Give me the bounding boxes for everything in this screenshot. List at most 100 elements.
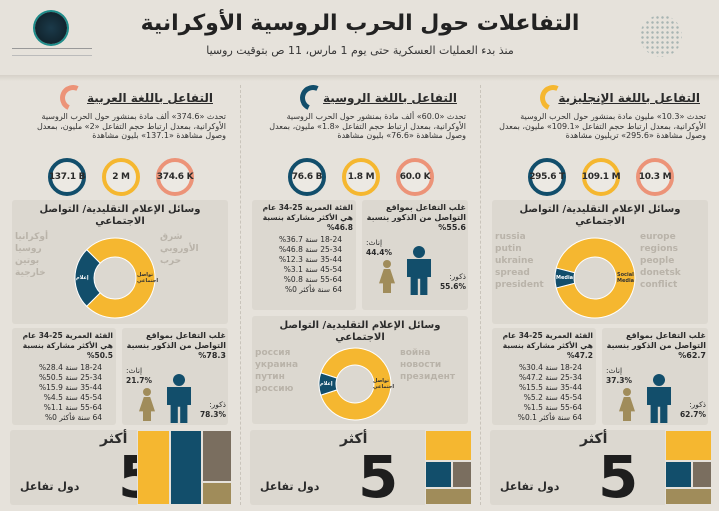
section-title: التفاعل باللغة العربية [87, 91, 213, 105]
treemap-country-block [452, 461, 472, 488]
age-panel [252, 200, 356, 310]
male-label: ذكور: [449, 272, 466, 281]
word-cloud-word: украина [255, 360, 299, 370]
treemap-country-block [665, 430, 712, 461]
donut-slice-media [74, 249, 101, 307]
header-divider [0, 75, 719, 81]
treemap-country-block [665, 461, 692, 488]
stat-circle: 137.1 B [48, 158, 86, 196]
section-summary: تحدث «60.0» ألف مادة بمنشور حول الحرب ال… [269, 112, 466, 140]
age-row: 25-34 سنة 50.5% [39, 373, 102, 382]
word-cloud-word: новости [400, 360, 442, 370]
media-panel-title: وسائل الإعلام التقليدية/ التواصل الاجتما… [39, 204, 201, 227]
stat-circle: 2 M [102, 158, 140, 196]
treemap-country-block [665, 488, 712, 505]
gender-summary: غلب التفاعل بمواقع التواصل من الذكور بنس… [126, 331, 226, 360]
word-cloud-word: russia [495, 232, 526, 242]
female-value: 44.4% [366, 248, 393, 257]
stat-circle: 60.0 K [396, 158, 434, 196]
word-cloud-word: президент [400, 372, 456, 382]
donut-label-media: Media [556, 275, 574, 281]
stat-circle: 374.6 K [156, 158, 194, 196]
male-icon [413, 246, 425, 258]
female-value: 21.7% [126, 376, 153, 385]
female-value: 37.3% [606, 376, 633, 385]
age-summary: الفئة العمرية 25-34 عام هي الأكثر مشاركة… [262, 203, 353, 232]
female-icon [383, 260, 391, 268]
stat-circle: 1.8 M [342, 158, 380, 196]
female-label: إناث: [126, 366, 143, 375]
word-cloud-word: شرق [160, 232, 183, 242]
stat-circle: 76.6 B [288, 158, 326, 196]
age-row: 18-24 سنة 36.7% [279, 235, 342, 244]
word-cloud-word: россию [255, 384, 294, 394]
age-row: 64 سنة فأكثر 0% [284, 285, 342, 294]
age-row: 18-24 سنة 28.4% [39, 363, 102, 372]
word-cloud-word: الأوروبي [160, 244, 199, 254]
female-icon [143, 388, 151, 396]
top-label-more: أكثر [340, 431, 368, 447]
section-summary: تحدث «374.6» ألف مادة بمنشور حول الحرب ا… [36, 112, 226, 140]
trends-logo-wordmark [12, 48, 92, 56]
donut-label-social: تواصل اجتماعي [373, 378, 395, 390]
donut-label-social: Social Media [617, 272, 635, 284]
treemap-country-block [202, 482, 232, 505]
stat-circle: 295.6 T [528, 158, 566, 196]
word-cloud-word: donetsk [640, 268, 681, 278]
media-donut-chart [318, 347, 392, 421]
media-donut-chart [554, 237, 636, 319]
top-number: 5 [358, 443, 399, 511]
trends-logo [35, 12, 67, 44]
age-panel [492, 328, 596, 425]
top-label-countries: دول تفاعل [260, 480, 320, 493]
word-cloud-word: regions [640, 244, 679, 254]
top-number: 5 [598, 443, 639, 511]
treemap-country-block [425, 461, 452, 488]
female-icon [623, 388, 631, 396]
word-cloud-word: أوكرانيا [15, 232, 49, 242]
page-subtitle: منذ بدء العمليات العسكرية حتى يوم 1 مارس… [206, 44, 514, 57]
age-row: 35-44 سنة 12.3% [279, 255, 342, 264]
treemap-country-block [425, 430, 472, 461]
female-icon-body [379, 269, 395, 293]
top-label-countries: دول تفاعل [500, 480, 560, 493]
age-row: 45-54 سنة 4.5% [43, 393, 102, 402]
treemap-country-block [137, 430, 170, 505]
male-value: 62.7% [679, 410, 706, 419]
word-cloud-word: president [495, 280, 544, 290]
treemap-country-block [425, 488, 472, 505]
male-label: ذكور: [689, 400, 706, 409]
treemap-country-block [202, 430, 232, 482]
column-divider [240, 85, 241, 505]
word-cloud-word: people [640, 256, 675, 266]
gender-summary: غلب التفاعل بمواقع التواصل من الذكور بنس… [366, 203, 466, 232]
male-label: ذكور: [209, 400, 226, 409]
age-row: 55-64 سنة 1.5% [523, 403, 582, 412]
word-cloud-word: europe [640, 232, 676, 242]
stat-circle: 109.1 M [582, 158, 621, 196]
age-row: 25-34 سنة 47.2% [519, 373, 582, 382]
word-cloud-word: روسيا [15, 244, 42, 254]
donut-slice-social [555, 237, 636, 319]
treemap-country-block [170, 430, 202, 505]
female-icon-body [139, 397, 155, 421]
age-summary: الفئة العمرية 25-34 عام هي الأكثر مشاركة… [502, 331, 593, 360]
age-row: 35-44 سنة 15.9% [39, 383, 102, 392]
media-panel-title: وسائل الإعلام التقليدية/ التواصل الاجتما… [279, 320, 441, 343]
male-icon [653, 374, 665, 386]
section-title: التفاعل باللغة الإنجليزية [558, 91, 700, 105]
word-cloud-word: путин [255, 372, 285, 382]
donut-label-social: تواصل اجتماعي [137, 272, 159, 284]
stat-circle: 10.3 M [636, 158, 674, 196]
top-label-more: أكثر [100, 431, 128, 447]
donut-slice-media [318, 372, 338, 396]
word-cloud-word: بوتين [15, 256, 40, 266]
section-title: التفاعل باللغة الروسية [323, 91, 457, 105]
age-row: 45-54 سنة 3.1% [283, 265, 342, 274]
female-label: إناث: [606, 366, 623, 375]
cyber-observatory-logo [640, 15, 682, 57]
word-cloud-word: putin [495, 244, 522, 254]
column-divider [480, 85, 481, 505]
media-panel-title: وسائل الإعلام التقليدية/ التواصل الاجتما… [519, 204, 681, 227]
age-panel [12, 328, 116, 425]
